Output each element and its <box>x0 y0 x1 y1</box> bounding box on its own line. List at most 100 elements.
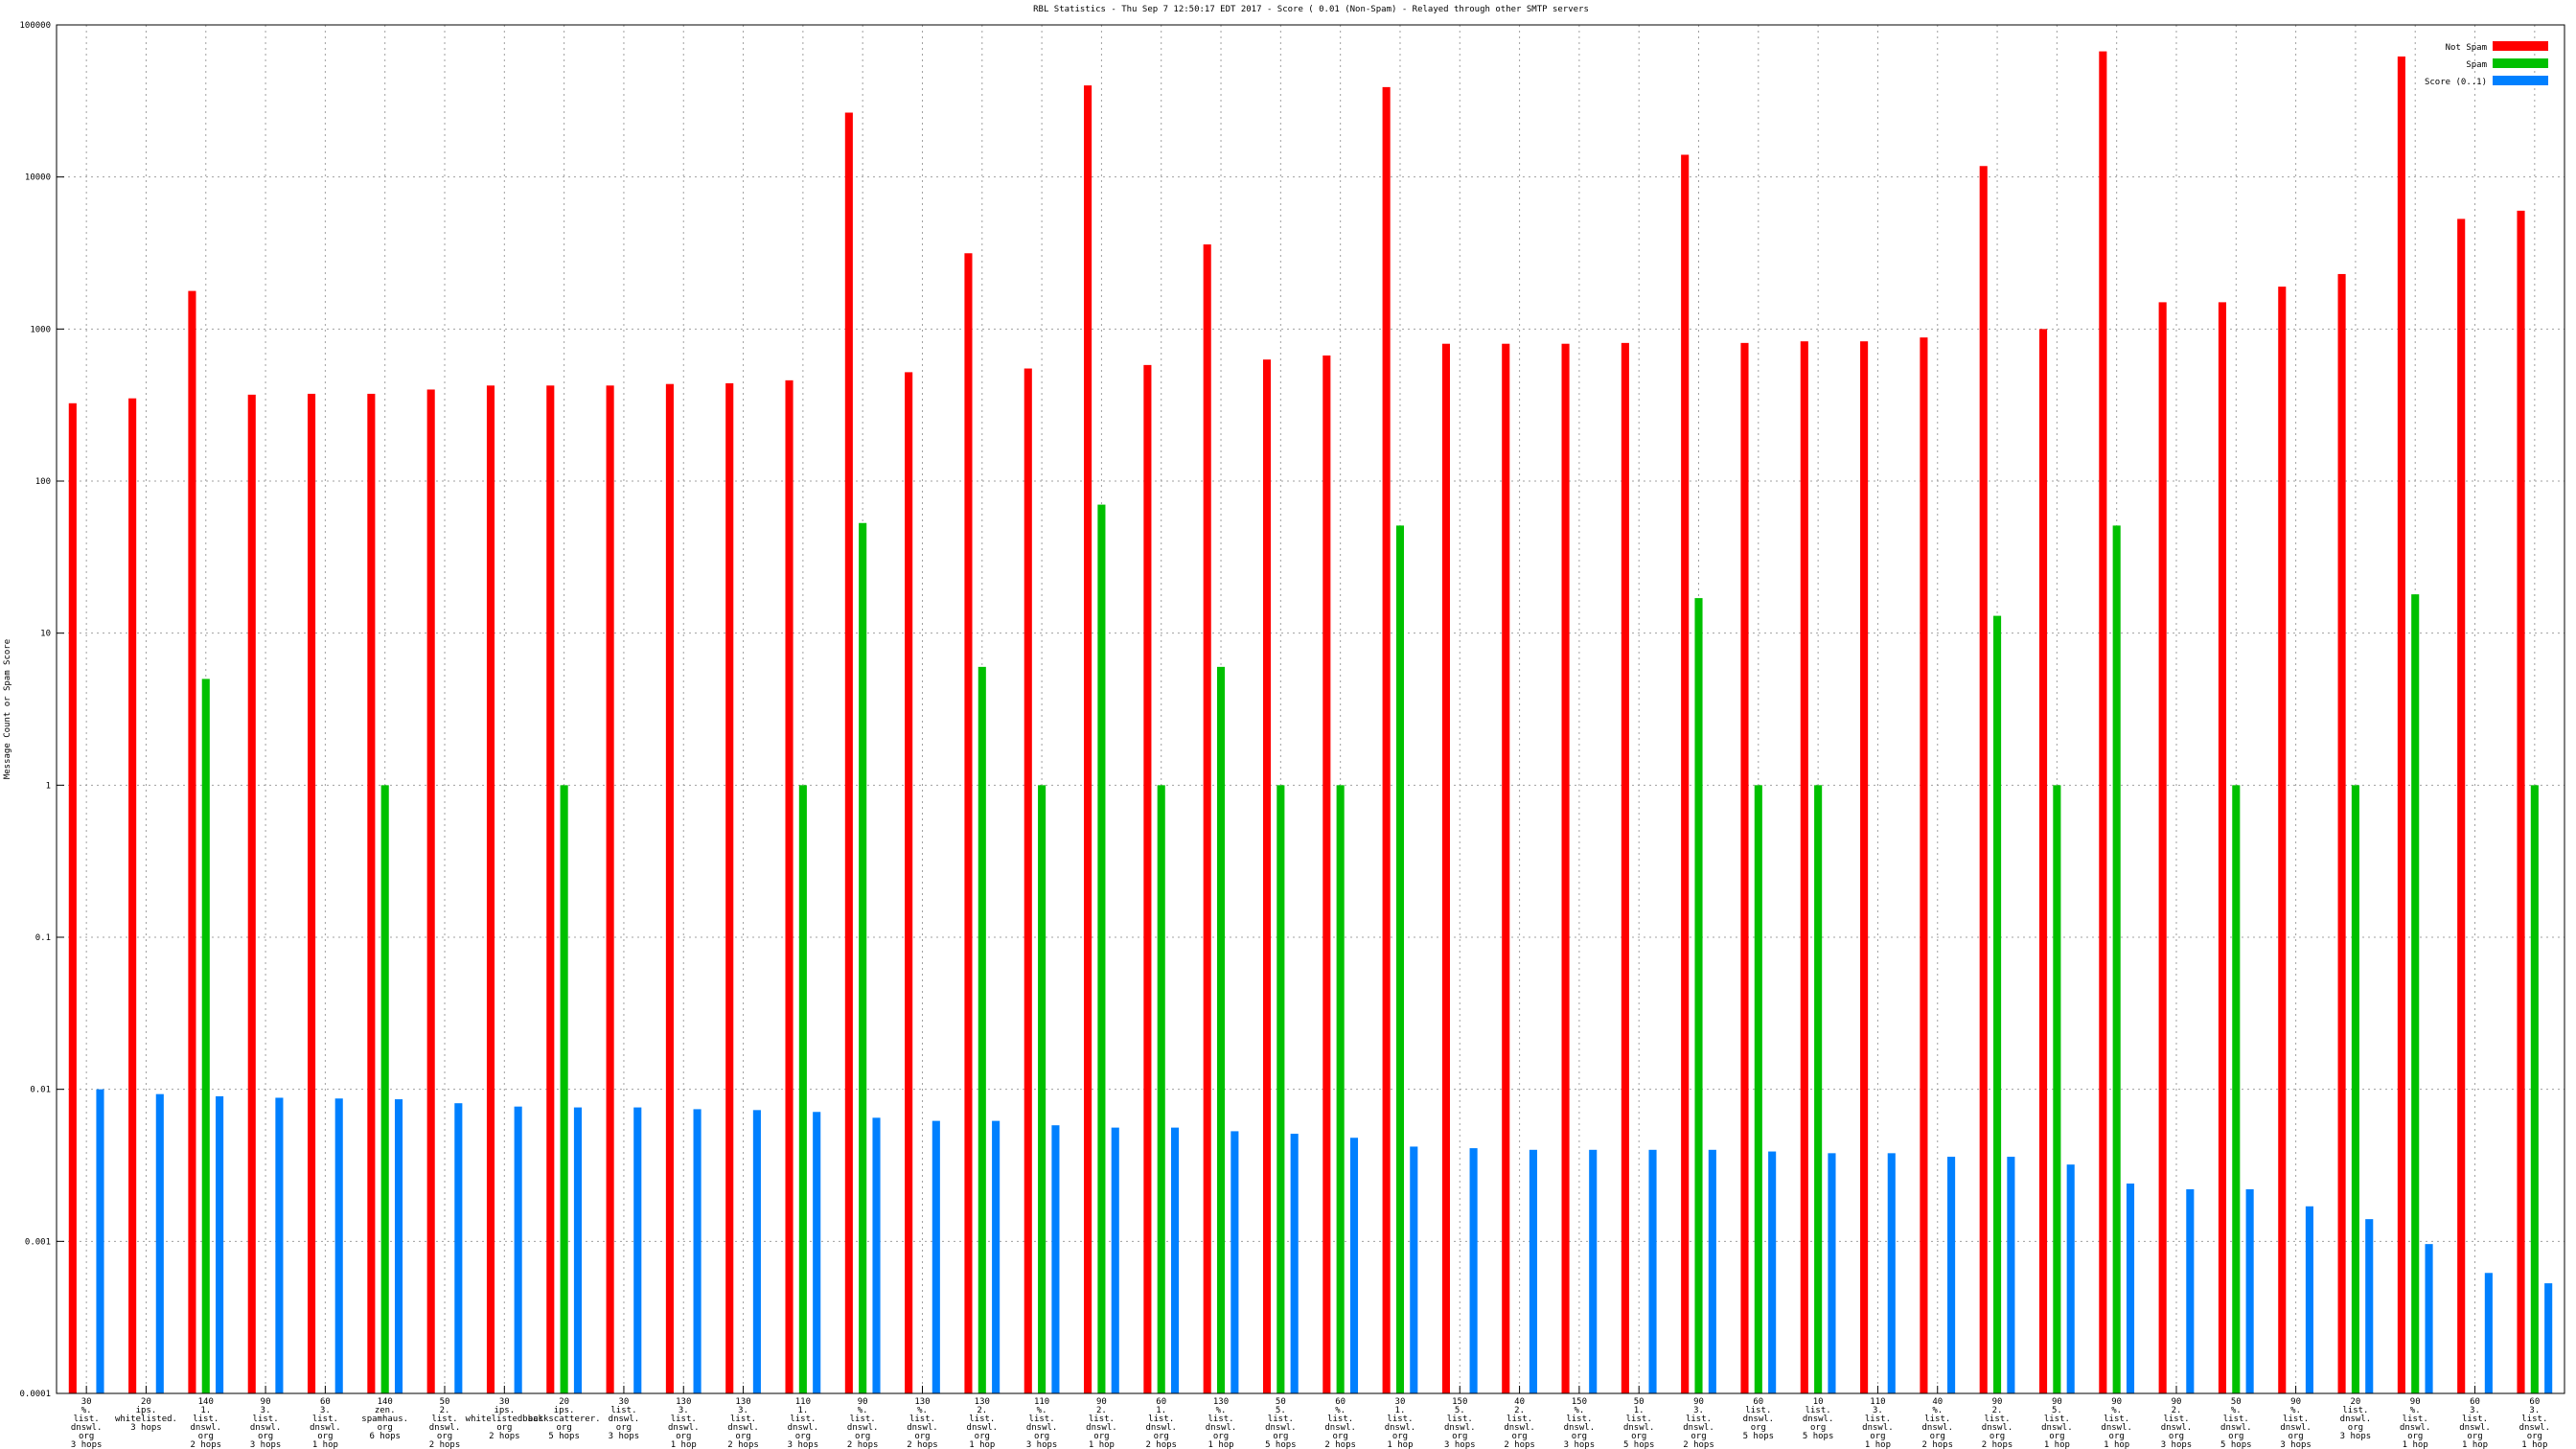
x-tick-label-line: 1. <box>1156 1406 1166 1415</box>
x-tick-label-line: 3. <box>678 1406 689 1415</box>
x-tick-label-line: 90 <box>2111 1397 2122 1407</box>
x-tick-label-line: 10 <box>1813 1397 1824 1407</box>
x-tick-label-line: dnswl. <box>2041 1423 2073 1433</box>
x-tick-label-line: 2 hops <box>1504 1440 1535 1449</box>
x-tick-label-line: 3 hops <box>1564 1440 1596 1449</box>
bar <box>932 1120 940 1393</box>
bar <box>334 1098 343 1393</box>
x-tick-label-line: org <box>2527 1432 2542 1441</box>
bar <box>905 372 913 1393</box>
bar <box>514 1106 522 1393</box>
x-tick-label: 60 3. list. dnswl. org 1 hop <box>2519 1397 2551 1449</box>
x-tick-label-line: list. <box>1447 1414 1473 1424</box>
x-tick-label-line: list. <box>969 1414 995 1424</box>
bar <box>2053 785 2061 1393</box>
x-tick-label-line: 140 <box>198 1397 214 1407</box>
x-tick-label-line: 50 <box>1276 1397 1286 1407</box>
x-tick-label-line: dnswl. <box>1803 1414 1834 1424</box>
x-tick-label-line: dnswl. <box>1862 1423 1894 1433</box>
x-tick-label: 90 2. list. dnswl. org 1 hop <box>1086 1397 1117 1449</box>
x-tick-label: 110 3. list. dnswl. org 1 hop <box>1862 1397 1894 1449</box>
x-tick-label-line: list. <box>1208 1414 1233 1424</box>
x-tick-label: 30 ips. whitelistedback org 2 hops <box>466 1397 544 1441</box>
x-tick-label-line: 1 hop <box>2462 1440 2488 1449</box>
x-tick-label-line: 40 <box>1514 1397 1525 1407</box>
x-tick-label-line: org <box>1213 1432 1229 1441</box>
x-tick-label-line: org <box>1751 1423 1766 1433</box>
x-tick-label-line: 5. <box>1455 1406 1465 1415</box>
x-tick-label-line: whitelistedback <box>466 1414 544 1424</box>
x-tick-label-line: 20 <box>2350 1397 2360 1407</box>
x-tick-label-line: 1 hop <box>1865 1440 1891 1449</box>
x-tick-label-line: zen. <box>375 1406 396 1415</box>
bar <box>394 1099 403 1393</box>
x-tick-label-line: list. <box>2223 1414 2249 1424</box>
bar <box>1708 1149 1716 1393</box>
x-tick-label-line: 90 <box>858 1397 868 1407</box>
bar <box>693 1109 702 1393</box>
x-tick-label-line: 3. <box>261 1406 271 1415</box>
x-tick-label: 130 3. list. dnswl. org 1 hop <box>668 1397 700 1449</box>
x-tick-label-line: list. <box>1924 1414 1950 1424</box>
x-tick-label-line: 2 hops <box>429 1440 461 1449</box>
x-tick-label-line: list. <box>2342 1406 2368 1415</box>
x-tick-label: 90%. list. dnswl. org 1 hop <box>2400 1397 2431 1449</box>
x-tick-label-line: 3. <box>2470 1406 2480 1415</box>
bar <box>1828 1153 1836 1393</box>
bar <box>2305 1206 2313 1393</box>
bar <box>2218 302 2227 1393</box>
x-tick-label-line: 60 <box>1753 1397 1763 1407</box>
x-tick-label-line: org <box>1034 1432 1049 1441</box>
x-tick-label-line: org <box>2348 1423 2363 1433</box>
legend-swatch <box>2493 41 2548 51</box>
x-tick-label-line: dnswl. <box>250 1423 282 1433</box>
bar <box>1111 1127 1119 1393</box>
x-tick-label-line: org <box>2169 1432 2184 1441</box>
x-tick-label-line: 150 <box>1452 1397 1467 1407</box>
x-tick-label-line: org <box>1631 1432 1646 1441</box>
x-tick-label-line: dnswl. <box>668 1423 700 1433</box>
bar <box>2411 594 2420 1393</box>
x-tick-label-line: 40 <box>1932 1397 1943 1407</box>
x-tick-label-line: %. <box>2290 1406 2301 1415</box>
bar <box>201 678 210 1393</box>
x-tick-label-line: %. <box>81 1406 92 1415</box>
x-tick-label: 30 1. list. dnswl. org 1 hop <box>1385 1397 1416 1449</box>
x-tick-label-line: dnswl. <box>847 1423 879 1433</box>
x-tick-label-line: 60 <box>2529 1397 2540 1407</box>
x-tick-label-line: dnswl. <box>1265 1423 1297 1433</box>
x-tick-label-line: 130 <box>676 1397 691 1407</box>
x-tick-label: 60%. list. dnswl. org 2 hops <box>1324 1397 1356 1449</box>
bar <box>454 1103 463 1393</box>
x-tick-label: 90 5. list. dnswl. org 1 hop <box>2041 1397 2073 1449</box>
x-tick-label-line: 2 hops <box>191 1440 222 1449</box>
x-tick-label: 150 5. list. dnswl. org 3 hops <box>1444 1397 1476 1449</box>
x-tick-label-line: 2. <box>2172 1406 2182 1415</box>
x-tick-label-line: 130 <box>735 1397 750 1407</box>
y-axis-label: Message Count or Spam Score <box>3 639 12 779</box>
bar <box>2425 1244 2433 1393</box>
bar <box>426 389 435 1393</box>
x-tick-label-line: 3 hops <box>250 1440 282 1449</box>
x-tick-label-line: org <box>79 1432 94 1441</box>
x-tick-label-line: 140 <box>378 1397 393 1407</box>
y-tick-label: 0.1 <box>35 933 51 943</box>
bar <box>665 383 674 1394</box>
x-tick-label: 60 3. list. dnswl. org 1 hop <box>310 1397 341 1449</box>
x-tick-label: 40%. list. dnswl. org 2 hops <box>1921 1397 1953 1449</box>
x-tick-label-line: 1 hop <box>969 1440 995 1449</box>
x-tick-label-line: 2. <box>1992 1406 2003 1415</box>
x-tick-label-line: dnswl. <box>2519 1423 2551 1433</box>
bar <box>2007 1157 2015 1393</box>
bar <box>964 253 973 1393</box>
x-tick-label: 50 1. list. dnswl. org 5 hops <box>1623 1397 1655 1449</box>
x-tick-label-line: org <box>1572 1432 1587 1441</box>
x-tick-label: 130 3. list. dnswl. org 2 hops <box>727 1397 759 1449</box>
x-tick-label-line: 50 <box>440 1397 450 1407</box>
x-tick-label-line: 110 <box>795 1397 811 1407</box>
bar <box>1694 598 1703 1393</box>
x-tick-label-line: list. <box>253 1414 279 1424</box>
x-tick-label-line: 90 <box>261 1397 271 1407</box>
x-tick-label-line: dnswl. <box>2220 1423 2252 1433</box>
bar <box>367 393 376 1393</box>
